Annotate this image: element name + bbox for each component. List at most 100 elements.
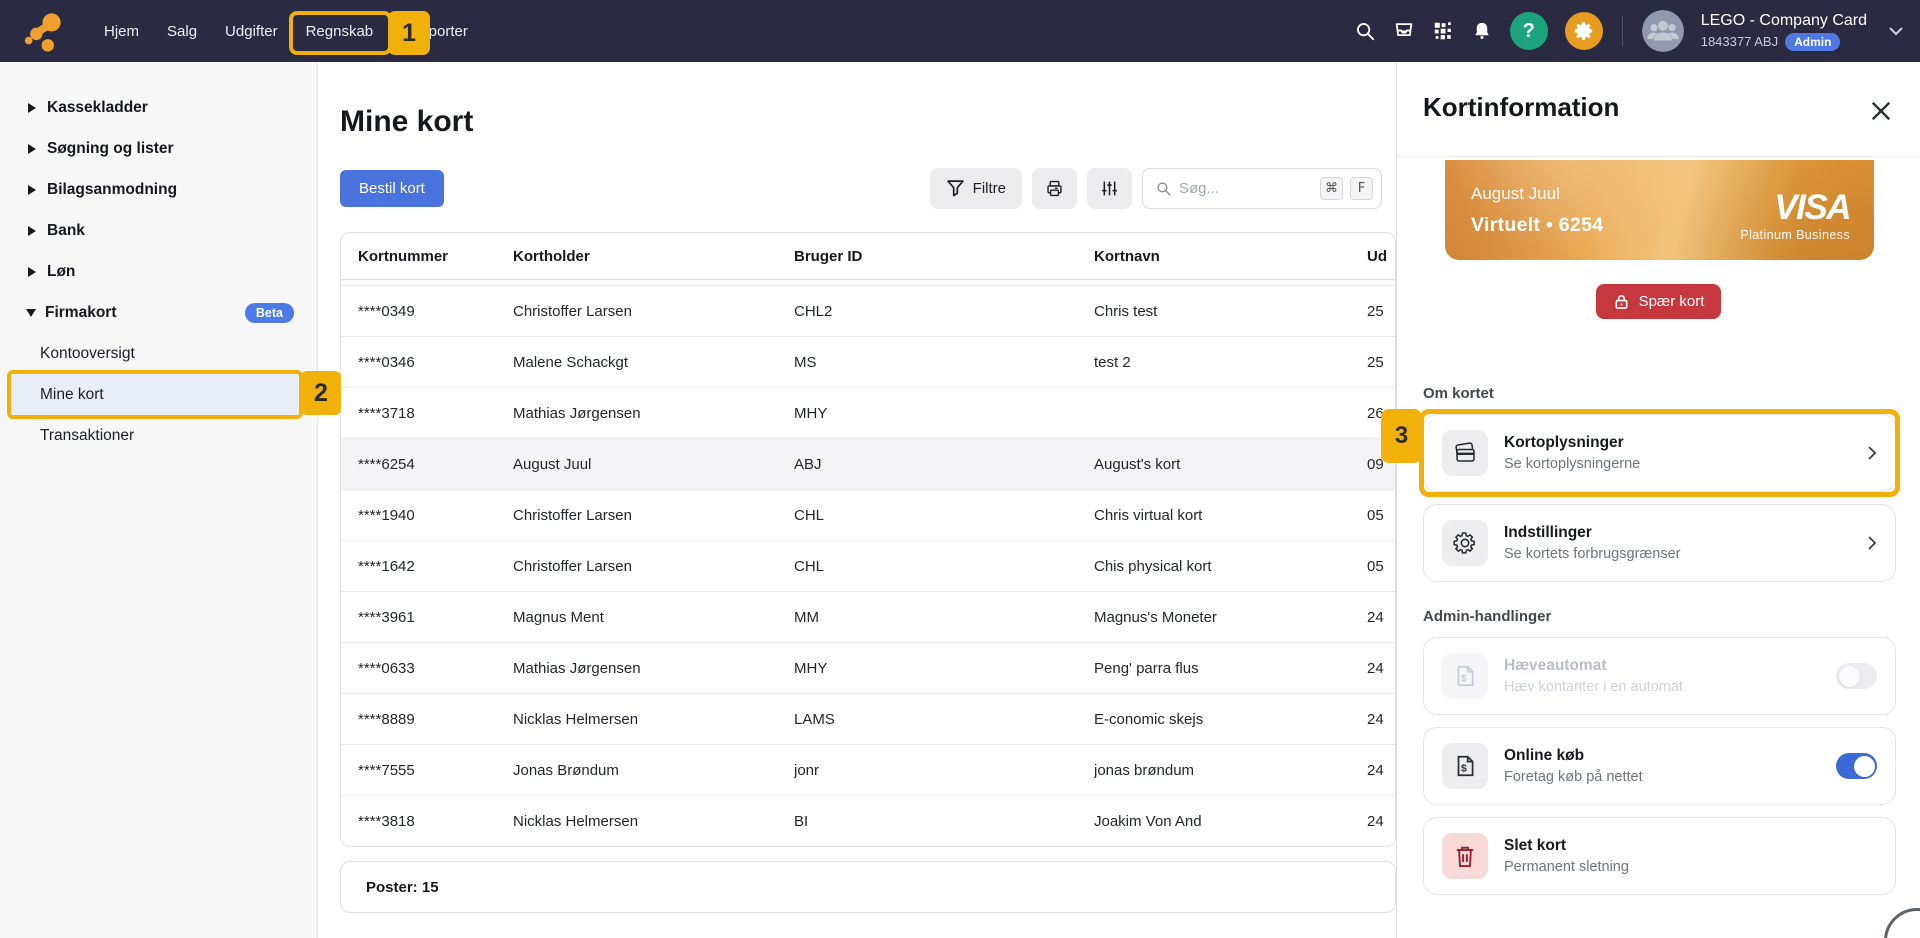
cell-udlob: 24 [1367, 710, 1384, 728]
sidebar-label: Kontooversigt [40, 344, 135, 362]
cell-kortnavn: jonas brøndum [1094, 761, 1195, 779]
collapsed-arrow-icon [28, 143, 36, 154]
table-row[interactable]: ****7555 Jonas Brøndum jonr jonas brøndum 24 [341, 744, 1395, 795]
col-udlobsdato-truncated: Ud [1367, 247, 1387, 265]
avatar[interactable] [1641, 10, 1684, 52]
sidebar-item-lon[interactable]: Løn [0, 251, 317, 292]
item-subtitle: Hæv kontanter i en automat [1504, 679, 1683, 695]
table-row[interactable]: ****3961 Magnus Ment MM Magnus's Moneter 24 [341, 591, 1395, 642]
cell-kortnummer: ****0349 [358, 302, 415, 320]
panel-item-online-kob[interactable]: $ Online køb Foretag køb på nettet [1423, 727, 1896, 805]
col-kortholder: Kortholder [513, 247, 590, 265]
cell-kortholder: Nicklas Helmersen [513, 710, 639, 728]
nav-item-udgifter[interactable]: Udgifter [211, 0, 292, 62]
order-card-button[interactable]: Bestil kort [340, 170, 444, 207]
settings-button[interactable] [1564, 12, 1603, 50]
table-row[interactable]: ****3818 Nicklas Helmersen BI Joakim Von An… [341, 795, 1395, 846]
item-subtitle: Se kortoplysningerne [1504, 456, 1641, 472]
sidebar-label: Bilagsanmodning [47, 180, 178, 198]
item-title: Hæveautomat [1504, 657, 1607, 674]
printer-icon [1047, 180, 1062, 197]
panel-item-haeveautomat: $ Hæveautomat Hæv kontanter i en automat [1423, 637, 1896, 715]
cell-kortholder: August Juul [513, 455, 592, 473]
col-kortnummer: Kortnummer [358, 247, 449, 265]
atm-toggle-off [1836, 663, 1877, 689]
cell-udlob: 25 [1367, 353, 1384, 371]
chevron-down-icon[interactable] [1888, 26, 1904, 36]
f-key-hint: F [1350, 177, 1373, 200]
sidebar-item-kontooversigt[interactable]: Kontooversigt [10, 333, 300, 374]
close-icon[interactable] [1870, 100, 1892, 122]
sidebar-item-kassekladder[interactable]: Kassekladder [0, 87, 317, 128]
company-name: LEGO - Company Card [1700, 11, 1867, 29]
nav-item-hjem[interactable]: Hjem [90, 0, 153, 62]
table-row[interactable]: ****0346 Malene Schackgt MS test 2 25 [341, 336, 1395, 387]
cell-bruger-id: MHY [794, 404, 828, 422]
col-bruger-id: Bruger ID [794, 247, 863, 265]
cell-kortnummer: ****6254 [358, 455, 415, 473]
funnel-icon [946, 180, 964, 197]
cell-bruger-id: BI [794, 812, 809, 830]
sidebar-item-firmakort[interactable]: Firmakort Beta [0, 292, 317, 333]
block-card-label: Spær kort [1638, 293, 1705, 310]
chevron-right-icon [1868, 536, 1877, 550]
nav-item-salg[interactable]: Salg [153, 0, 211, 62]
cards-icon [1442, 430, 1488, 476]
cell-kortnavn: Chris virtual kort [1094, 506, 1203, 524]
people-icon [1641, 10, 1684, 52]
gear-icon [1442, 520, 1488, 566]
sidebar-item-bank[interactable]: Bank [0, 210, 317, 251]
cell-bruger-id: CHL2 [794, 302, 833, 320]
panel-item-kortoplysninger[interactable]: Kortoplysninger Se kortoplysningerne 3 [1381, 409, 1900, 497]
panel-item-indstillinger[interactable]: Indstillinger Se kortets forbrugsgrænser [1423, 504, 1896, 582]
search-input[interactable] [1179, 180, 1313, 197]
table-row-selected[interactable]: ****6254 August Juul ABJ August's kort 09 [341, 438, 1395, 489]
panel-item-slet-kort[interactable]: Slet kort Permanent sletning [1423, 817, 1896, 895]
cell-kortnavn: Joakim Von And [1094, 812, 1202, 830]
item-title: Kortoplysninger [1504, 434, 1624, 451]
item-subtitle: Permanent sletning [1504, 859, 1629, 875]
sidebar-item-sogning-og-lister[interactable]: Søgning og lister [0, 128, 317, 169]
nav-label: Salg [167, 22, 198, 40]
sidebar-label: Mine kort [40, 385, 104, 403]
item-title: Online køb [1504, 747, 1585, 764]
table-row[interactable]: ****1940 Christoffer Larsen CHL Chris virtu… [341, 489, 1395, 540]
view-settings-button[interactable] [1087, 168, 1132, 209]
role-badge: Admin [1785, 32, 1841, 51]
table-row[interactable]: ****0633 Mathias Jørgensen MHY Peng' parra … [341, 642, 1395, 693]
sidebar-item-mine-kort[interactable]: Mine kort 2 [7, 370, 341, 419]
item-title: Indstillinger [1504, 524, 1592, 541]
online-purchase-toggle-on[interactable] [1836, 753, 1877, 779]
scrolled-row-sliver [341, 279, 1395, 285]
cell-kortnavn: Peng' parra flus [1094, 659, 1199, 677]
block-card-button[interactable]: Spær kort [1595, 284, 1722, 319]
notifications-bell-icon[interactable] [1471, 20, 1493, 42]
table-row[interactable]: ****8889 Nicklas Helmersen LAMS E-conomic s… [341, 693, 1395, 744]
visa-logo: VISA [1774, 188, 1851, 227]
svg-text:$: $ [1461, 763, 1467, 774]
nav-item-regnskab[interactable]: Regnskab 1 [288, 0, 431, 62]
expanded-arrow-icon [26, 308, 36, 317]
table-row[interactable]: ****3718 Mathias Jørgensen MHY 26 [341, 387, 1395, 438]
card-type-and-number: Virtuelt • 6254 [1471, 214, 1604, 236]
help-button[interactable]: ? [1509, 12, 1548, 50]
card-information-panel: Kortinformation August Juul Virtuelt • 6… [1381, 62, 1920, 938]
table-row[interactable]: ****1642 Christoffer Larsen CHL Chis physic… [341, 540, 1395, 591]
filter-button[interactable]: Filtre [929, 168, 1022, 209]
apps-grid-icon[interactable] [1432, 20, 1454, 42]
cash-document-icon: $ [1442, 653, 1488, 699]
table-row[interactable]: ****0349 Christoffer Larsen CHL2 Chris test… [341, 285, 1395, 336]
sliders-icon [1102, 181, 1117, 196]
sidebar-item-transaktioner[interactable]: Transaktioner [10, 415, 300, 456]
search-icon[interactable] [1354, 20, 1376, 42]
cell-kortholder: Mathias Jørgensen [513, 659, 641, 677]
collapsed-arrow-icon [28, 184, 36, 195]
sidebar-item-bilagsanmodning[interactable]: Bilagsanmodning [0, 169, 317, 210]
nav-label: Hjem [104, 22, 140, 40]
annotation-box-3 [1419, 409, 1900, 497]
sidebar-label: Kassekladder [47, 98, 148, 116]
print-button[interactable] [1032, 168, 1077, 209]
nav-item-rapporter[interactable]: Rapporter [387, 0, 482, 62]
user-menu[interactable]: LEGO - Company Card 1843377 ABJ Admin [1701, 12, 1867, 51]
inbox-icon[interactable] [1393, 20, 1415, 42]
